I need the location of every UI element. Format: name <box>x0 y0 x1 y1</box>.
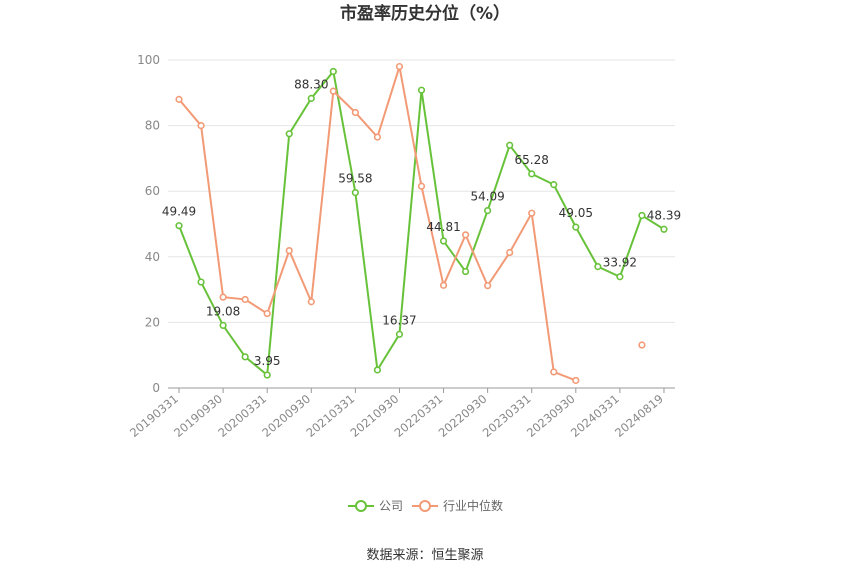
data-point-1 <box>417 182 426 190</box>
data-point-0 <box>197 278 205 286</box>
y-tick-label: 80 <box>145 119 160 133</box>
data-label: 49.49 <box>162 205 196 219</box>
series-line-0 <box>178 69 665 378</box>
data-point-1 <box>373 133 382 141</box>
data-point-0 <box>461 267 470 276</box>
data-label: 44.81 <box>426 220 460 234</box>
data-point-0 <box>528 170 536 178</box>
y-axis: 0 20 40 60 80 100 <box>137 53 160 395</box>
data-label: 54.09 <box>470 190 504 204</box>
data-point-1 <box>395 62 404 71</box>
data-point-1 <box>263 309 271 318</box>
data-label: 59.58 <box>338 172 372 186</box>
data-point-1 <box>638 341 646 349</box>
data-point-1 <box>307 298 315 306</box>
data-point-0 <box>417 86 426 94</box>
data-point-1 <box>550 368 558 376</box>
data-point-0 <box>285 130 293 138</box>
legend-label-industry: 行业中位数 <box>443 498 503 513</box>
legend-marker-company <box>355 500 367 512</box>
y-tick-label: 40 <box>145 250 160 264</box>
x-tick-label: 20240819 <box>612 392 666 440</box>
data-labels: 49.49 19.08 3.95 88.30 59.58 16.37 44.81 54.09 6… <box>162 77 681 368</box>
series-line-1 <box>178 66 577 382</box>
data-label: 49.05 <box>559 206 593 220</box>
legend-label-company: 公司 <box>379 499 403 513</box>
data-point-0 <box>175 222 183 230</box>
legend-item-company[interactable]: 公司 <box>348 499 403 513</box>
chart-title: 市盈率历史分位（%） <box>340 3 510 24</box>
data-point-1 <box>528 209 536 217</box>
y-tick-label: 0 <box>152 381 160 395</box>
legend[interactable]: 公司 行业中位数 <box>348 498 503 513</box>
data-point-0 <box>506 141 514 149</box>
data-point-0 <box>307 94 315 102</box>
data-point-0 <box>395 330 404 338</box>
data-point-1 <box>241 295 249 304</box>
data-point-1 <box>439 281 448 289</box>
data-point-0 <box>241 353 249 361</box>
data-point-0 <box>660 225 668 233</box>
data-point-0 <box>638 211 646 220</box>
data-point-0 <box>439 237 448 245</box>
y-tick-label: 100 <box>137 53 160 67</box>
plot-area <box>175 62 668 385</box>
y-tick-label: 20 <box>145 315 160 329</box>
data-label: 33.92 <box>603 256 637 270</box>
data-point-1 <box>175 95 183 103</box>
data-point-1 <box>506 248 514 257</box>
data-point-1 <box>484 282 492 290</box>
legend-item-industry[interactable]: 行业中位数 <box>412 498 503 513</box>
data-point-0 <box>263 371 271 379</box>
data-point-0 <box>550 181 558 189</box>
data-point-0 <box>329 67 337 76</box>
data-label: 65.28 <box>515 153 549 167</box>
y-tick-label: 60 <box>145 184 160 198</box>
data-label: 48.39 <box>647 208 681 222</box>
data-point-0 <box>572 223 580 231</box>
data-point-0 <box>351 188 359 197</box>
data-source: 数据来源：恒生聚源 <box>366 548 483 563</box>
data-label: 3.95 <box>254 354 281 368</box>
data-label: 16.37 <box>382 313 416 327</box>
data-point-1 <box>351 108 359 117</box>
data-point-1 <box>329 87 337 95</box>
data-point-0 <box>219 321 227 330</box>
data-point-1 <box>285 246 293 255</box>
data-label: 19.08 <box>206 304 240 318</box>
data-point-0 <box>484 206 492 215</box>
data-point-1 <box>219 293 227 301</box>
data-point-0 <box>616 273 624 281</box>
x-axis: 2019033120190930202003312020093020210331… <box>127 387 675 440</box>
data-point-0 <box>373 366 382 374</box>
data-point-0 <box>594 263 602 271</box>
legend-marker-industry <box>419 500 431 512</box>
data-point-1 <box>197 121 205 130</box>
grid-lines <box>168 59 675 323</box>
data-point-1 <box>572 376 580 385</box>
data-point-1 <box>461 231 470 239</box>
data-label: 88.30 <box>294 77 328 91</box>
